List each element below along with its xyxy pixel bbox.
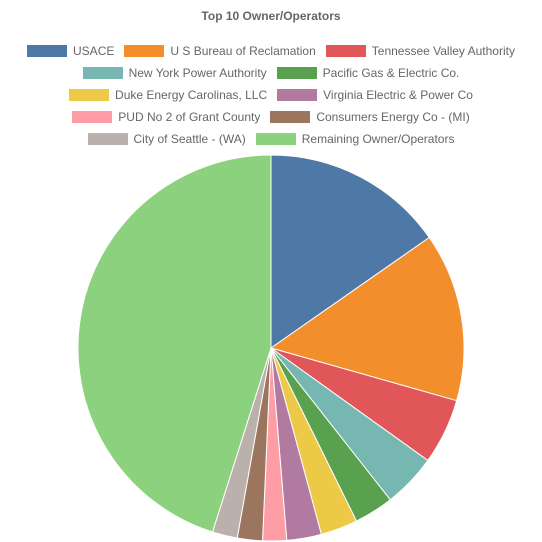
legend-row: City of Seattle - (WA) Remaining Owner/O… <box>0 128 542 150</box>
legend-swatch <box>82 67 123 79</box>
legend-item-tva[interactable]: Tennessee Valley Authority <box>325 44 515 58</box>
legend-label: Pacific Gas & Electric Co. <box>322 66 460 80</box>
legend-item-consumers[interactable]: Consumers Energy Co - (MI) <box>270 110 470 124</box>
legend-swatch <box>87 133 128 145</box>
legend-swatch <box>325 45 366 57</box>
pie-slice-10[interactable] <box>77 154 272 533</box>
legend-item-remaining[interactable]: Remaining Owner/Operators <box>255 132 455 146</box>
chart-title: Top 10 Owner/Operators <box>201 9 341 23</box>
legend-swatch <box>124 45 165 57</box>
legend-label: Consumers Energy Co - (MI) <box>316 110 470 124</box>
legend-label: New York Power Authority <box>128 66 267 80</box>
legend-label: U S Bureau of Reclamation <box>170 44 316 58</box>
legend-swatch <box>69 89 110 101</box>
legend-row: PUD No 2 of Grant County Consumers Energ… <box>0 106 542 128</box>
legend-label: Duke Energy Carolinas, LLC <box>115 88 268 102</box>
legend-item-bureau-of-reclamation[interactable]: U S Bureau of Reclamation <box>124 44 316 58</box>
legend-item-nypa[interactable]: New York Power Authority <box>82 66 267 80</box>
legend-swatch <box>277 89 318 101</box>
legend-swatch <box>72 111 113 123</box>
legend-label: Remaining Owner/Operators <box>301 132 455 146</box>
legend-item-grant-county[interactable]: PUD No 2 of Grant County <box>72 110 260 124</box>
pie-slice-0[interactable] <box>270 154 430 349</box>
legend-row: New York Power Authority Pacific Gas & E… <box>0 62 542 84</box>
legend-item-virginia[interactable]: Virginia Electric & Power Co <box>277 88 473 102</box>
legend-label: City of Seattle - (WA) <box>133 132 246 146</box>
legend-swatch <box>255 133 296 145</box>
legend-label: Tennessee Valley Authority <box>371 44 515 58</box>
pie-slice-1[interactable] <box>269 236 465 402</box>
legend-label: USACE <box>73 44 115 58</box>
legend-label: Virginia Electric & Power Co <box>323 88 473 102</box>
legend-row: USACE U S Bureau of Reclamation Tennesse… <box>0 40 542 62</box>
legend-item-usace[interactable]: USACE <box>27 44 114 58</box>
legend: USACE U S Bureau of Reclamation Tennesse… <box>0 40 542 150</box>
legend-swatch <box>276 67 317 79</box>
legend-row: Duke Energy Carolinas, LLC Virginia Elec… <box>0 84 542 106</box>
legend-item-seattle[interactable]: City of Seattle - (WA) <box>87 132 246 146</box>
legend-label: PUD No 2 of Grant County <box>118 110 261 124</box>
legend-item-duke[interactable]: Duke Energy Carolinas, LLC <box>69 88 267 102</box>
legend-item-pge[interactable]: Pacific Gas & Electric Co. <box>276 66 460 80</box>
legend-swatch <box>270 111 311 123</box>
legend-swatch <box>27 45 68 57</box>
